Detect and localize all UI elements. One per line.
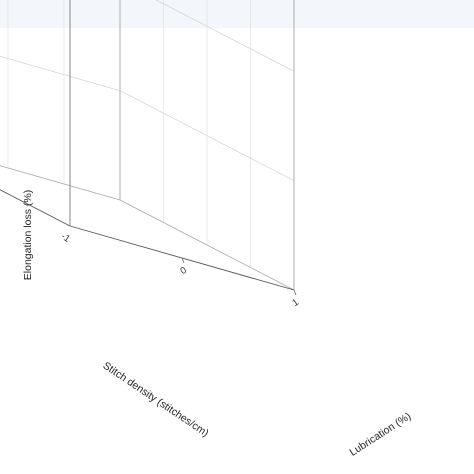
box-edge-floor-front-y <box>0 189 71 227</box>
x-tick-mark <box>293 289 297 296</box>
x-tick-label: 0 <box>178 265 188 277</box>
x-tick-mark <box>181 257 185 264</box>
y-tick-label: -1 <box>59 231 72 245</box>
axis-box-back <box>0 0 295 291</box>
top-band <box>0 0 474 28</box>
grid-line-back-pane <box>0 56 121 91</box>
x-tick-label: 1 <box>290 297 300 309</box>
y-axis-label: Stitch density (stitches/cm) <box>101 360 211 440</box>
axis-box-front <box>0 0 295 291</box>
z-axis-label: Elongation loss (%) <box>22 190 34 280</box>
box-edge-floor-back <box>0 165 121 201</box>
axis-ticks: 2025303501-1 <box>59 231 301 309</box>
x-axis-label: Lubrication (%) <box>347 410 413 459</box>
